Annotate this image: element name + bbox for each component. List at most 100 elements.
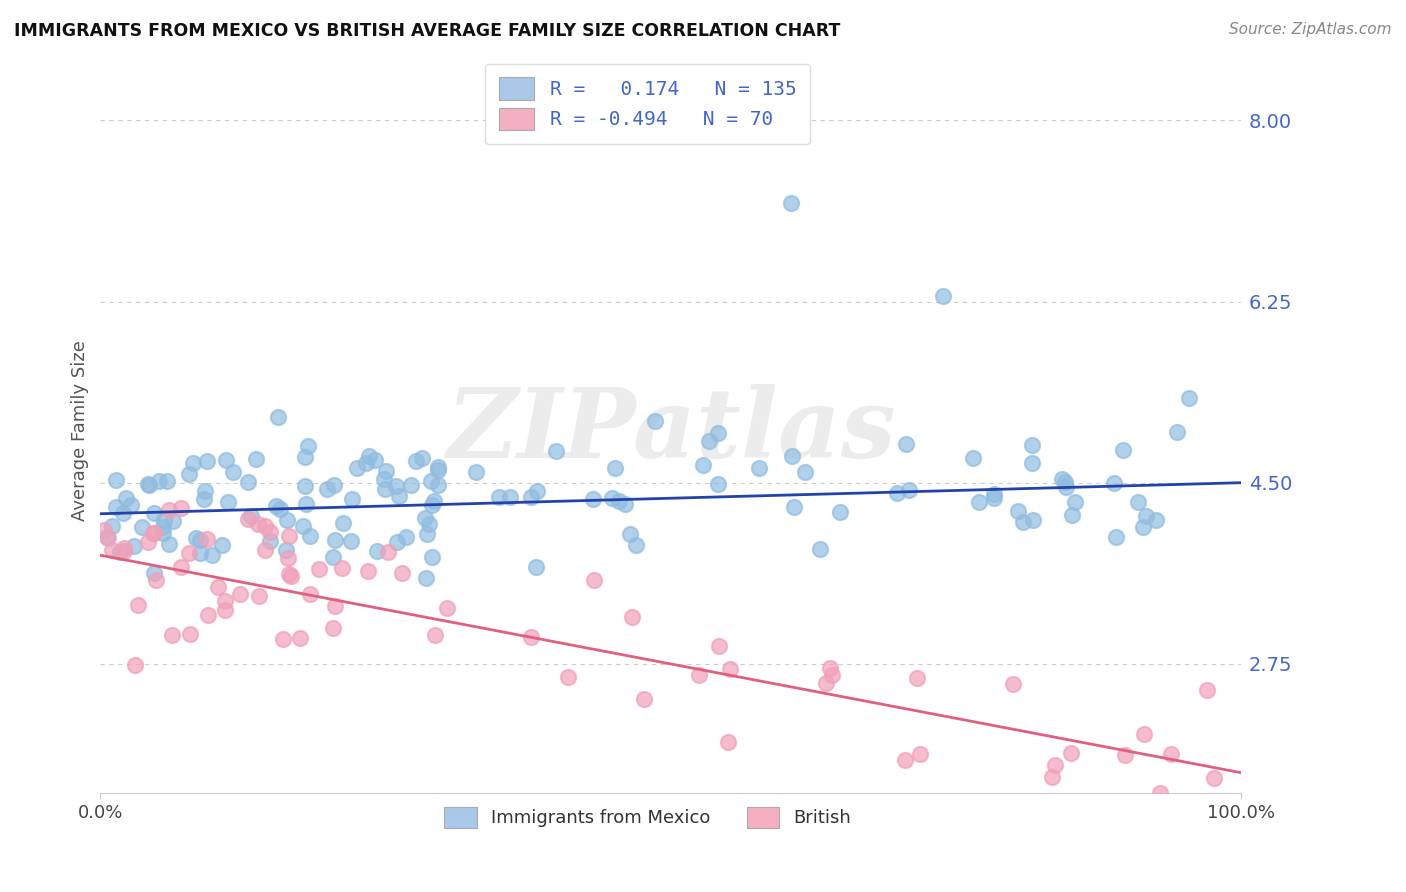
Point xyxy=(186,532,208,546)
Point xyxy=(238,511,260,525)
Point xyxy=(413,511,436,525)
Point xyxy=(357,564,380,578)
Point xyxy=(423,494,446,508)
Point xyxy=(388,489,411,503)
Point xyxy=(391,566,413,581)
Point xyxy=(373,472,395,486)
Point xyxy=(188,533,211,548)
Point xyxy=(276,513,298,527)
Point xyxy=(820,661,842,675)
Point xyxy=(110,545,132,559)
Point xyxy=(1062,508,1084,523)
Point xyxy=(267,409,290,424)
Point xyxy=(420,498,443,512)
Point xyxy=(1007,503,1029,517)
Point xyxy=(188,546,211,560)
Point xyxy=(374,482,396,496)
Point xyxy=(1149,786,1171,800)
Point xyxy=(1133,727,1156,741)
Point xyxy=(339,534,361,549)
Point xyxy=(395,530,418,544)
Text: IMMIGRANTS FROM MEXICO VS BRITISH AVERAGE FAMILY SIZE CORRELATION CHART: IMMIGRANTS FROM MEXICO VS BRITISH AVERAG… xyxy=(14,22,841,40)
Point xyxy=(297,439,319,453)
Point xyxy=(127,598,149,612)
Point xyxy=(416,527,439,541)
Point xyxy=(420,549,443,564)
Point xyxy=(983,487,1005,501)
Point xyxy=(93,523,115,537)
Point xyxy=(195,454,218,468)
Point xyxy=(707,640,730,654)
Point xyxy=(932,289,955,303)
Point xyxy=(557,670,579,684)
Point xyxy=(815,676,838,690)
Point xyxy=(246,517,269,532)
Point xyxy=(278,567,301,582)
Point xyxy=(366,543,388,558)
Point xyxy=(1054,475,1077,489)
Point xyxy=(1060,746,1083,760)
Point xyxy=(1132,520,1154,534)
Point xyxy=(644,414,666,428)
Point xyxy=(179,627,201,641)
Point xyxy=(886,486,908,500)
Point xyxy=(340,491,363,506)
Point xyxy=(136,535,159,549)
Point xyxy=(794,465,817,479)
Point xyxy=(893,753,915,767)
Point xyxy=(157,502,180,516)
Point xyxy=(1042,770,1064,784)
Point xyxy=(143,526,166,541)
Point xyxy=(385,534,408,549)
Point xyxy=(239,508,262,523)
Point xyxy=(607,494,630,508)
Point xyxy=(138,477,160,491)
Point xyxy=(830,505,852,519)
Point xyxy=(418,517,440,532)
Point xyxy=(605,461,627,475)
Point xyxy=(962,451,984,466)
Point xyxy=(247,590,270,604)
Point xyxy=(115,491,138,505)
Point xyxy=(692,458,714,472)
Point xyxy=(222,465,245,479)
Point xyxy=(177,467,200,481)
Point xyxy=(346,461,368,475)
Point xyxy=(1177,391,1199,405)
Point xyxy=(524,559,547,574)
Point xyxy=(193,484,215,499)
Point xyxy=(354,457,377,471)
Point xyxy=(271,632,294,646)
Point xyxy=(111,506,134,520)
Point xyxy=(177,546,200,560)
Point xyxy=(308,562,330,576)
Point xyxy=(120,498,142,512)
Point xyxy=(152,512,174,526)
Point xyxy=(1112,443,1135,458)
Point xyxy=(197,608,219,623)
Point xyxy=(295,498,318,512)
Point xyxy=(1126,495,1149,509)
Point xyxy=(193,491,215,506)
Point xyxy=(142,566,165,580)
Point xyxy=(298,529,321,543)
Point xyxy=(464,465,486,479)
Point xyxy=(1002,676,1025,690)
Point xyxy=(229,586,252,600)
Point xyxy=(207,580,229,594)
Point xyxy=(411,450,433,465)
Point xyxy=(716,734,738,748)
Point xyxy=(1050,472,1073,486)
Point xyxy=(375,464,398,478)
Point xyxy=(1105,530,1128,544)
Point xyxy=(160,628,183,642)
Point xyxy=(124,657,146,672)
Point xyxy=(619,527,641,541)
Point xyxy=(96,531,118,545)
Point xyxy=(1022,513,1045,527)
Point xyxy=(253,519,276,533)
Point xyxy=(357,449,380,463)
Y-axis label: Average Family Size: Average Family Size xyxy=(72,341,89,521)
Point xyxy=(181,456,204,470)
Point xyxy=(697,434,720,448)
